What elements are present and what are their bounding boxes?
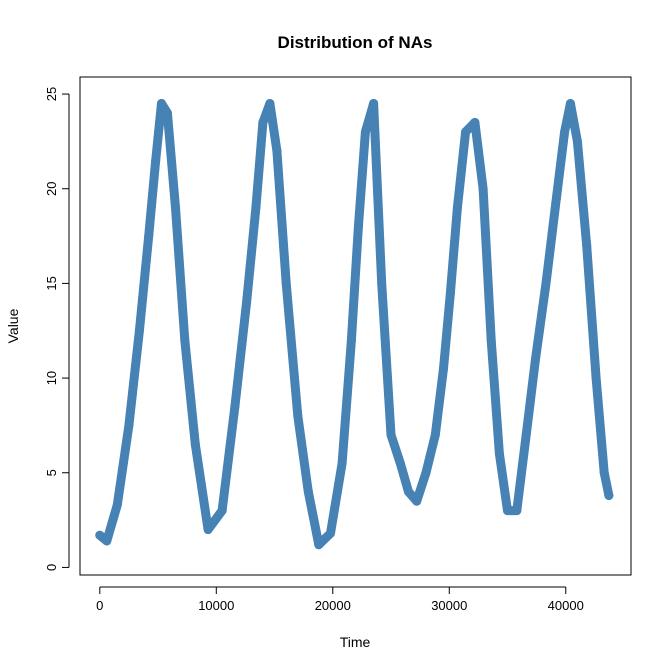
data-point <box>203 525 213 535</box>
y-tick-label: 0 <box>44 564 59 571</box>
data-point <box>303 487 313 497</box>
data-point <box>242 297 252 307</box>
data-point <box>551 193 561 203</box>
y-tick-label: 20 <box>44 181 59 195</box>
data-point <box>369 99 379 109</box>
data-point <box>293 411 303 421</box>
x-axis: 0 10000 20000 30000 40000 <box>96 586 584 613</box>
data-point <box>572 136 582 146</box>
y-axis: 0 5 10 15 20 25 <box>44 87 70 571</box>
x-axis-label: Time <box>340 634 371 650</box>
x-tick-label: 0 <box>96 598 103 613</box>
y-tick-label: 25 <box>44 87 59 101</box>
x-tick-label: 30000 <box>431 598 467 613</box>
data-point <box>124 420 134 430</box>
data-point <box>386 430 396 440</box>
data-point <box>314 540 324 550</box>
data-point <box>151 155 161 165</box>
data-point <box>445 288 455 298</box>
chart-title: Distribution of NAs <box>278 33 433 52</box>
data-point <box>281 278 291 288</box>
series-trace <box>95 99 614 550</box>
data-point <box>325 528 335 538</box>
data-point <box>360 127 370 137</box>
data-point <box>503 506 513 516</box>
data-point <box>478 184 488 194</box>
plot-area <box>79 76 632 576</box>
data-point <box>530 354 540 364</box>
data-point <box>180 335 190 345</box>
y-axis-label: Value <box>5 308 21 343</box>
data-point <box>395 458 405 468</box>
data-point <box>470 117 480 127</box>
series-points-group <box>95 99 614 550</box>
data-point <box>599 468 609 478</box>
data-point <box>337 458 347 468</box>
x-tick-label: 10000 <box>198 598 234 613</box>
data-point <box>377 278 387 288</box>
data-point <box>134 326 144 336</box>
data-point <box>438 364 448 374</box>
data-point <box>494 449 504 459</box>
data-point <box>272 146 282 156</box>
data-point <box>230 401 240 411</box>
data-point <box>421 468 431 478</box>
data-point <box>430 430 440 440</box>
data-point <box>95 530 105 540</box>
data-point <box>582 241 592 251</box>
y-tick-label: 5 <box>44 469 59 476</box>
data-point <box>591 373 601 383</box>
data-point <box>353 222 363 232</box>
data-point <box>404 487 414 497</box>
data-point <box>346 335 356 345</box>
y-tick-label: 15 <box>44 276 59 290</box>
data-point <box>521 430 531 440</box>
data-point <box>541 278 551 288</box>
data-point <box>604 490 614 500</box>
data-point <box>412 496 422 506</box>
data-point <box>190 439 200 449</box>
x-tick-label: 40000 <box>548 598 584 613</box>
data-point <box>162 108 172 118</box>
data-point <box>452 203 462 213</box>
data-point <box>157 99 167 109</box>
data-point <box>512 506 522 516</box>
series-line-group <box>95 99 614 550</box>
data-point <box>102 536 112 546</box>
data-point <box>112 500 122 510</box>
data-point <box>565 99 575 109</box>
data-point <box>251 203 261 213</box>
data-point <box>258 117 268 127</box>
data-point <box>171 203 181 213</box>
x-tick-label: 20000 <box>315 598 351 613</box>
data-point <box>560 127 570 137</box>
data-point <box>461 127 471 137</box>
data-point <box>144 231 154 241</box>
data-point <box>486 335 496 345</box>
y-tick-label: 10 <box>44 371 59 385</box>
data-point <box>217 506 227 516</box>
data-point <box>265 99 275 109</box>
